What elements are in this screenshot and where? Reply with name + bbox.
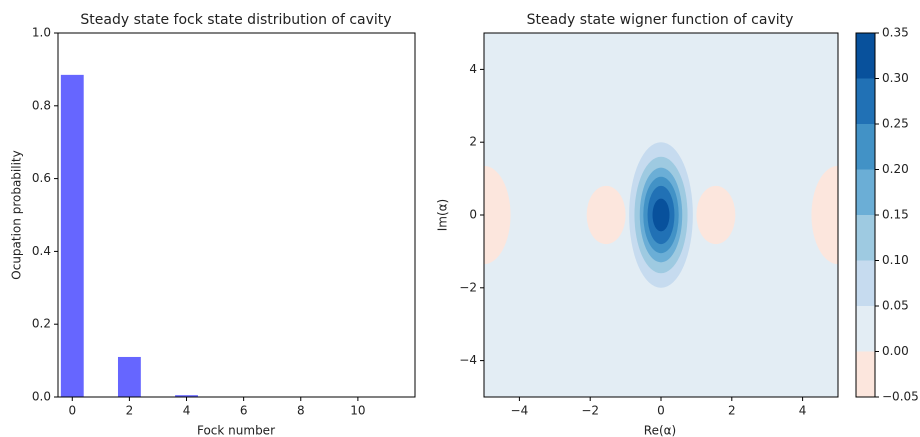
colorbar-frame: [855, 32, 876, 398]
colorbar-band: [856, 306, 875, 352]
x-tick-label: 0: [68, 404, 76, 418]
plot-area: [484, 33, 838, 397]
colorbar-tick-label: 0.15: [882, 208, 909, 222]
x-tick-label: 0: [657, 404, 665, 418]
colorbar-tick-label: 0.05: [882, 299, 909, 313]
bar: [175, 395, 198, 397]
colorbar-tick-label: 0.35: [882, 26, 909, 40]
x-axis-label: Re(α): [644, 424, 676, 437]
chart-title: Steady state wigner function of cavity: [527, 12, 794, 28]
colorbar-tick-label: 0.10: [882, 253, 909, 267]
chart-title: Steady state fock state distribution of …: [80, 12, 391, 28]
x-tick-label: 6: [240, 404, 248, 418]
y-tick-label: 0.4: [32, 244, 51, 258]
colorbar-band: [856, 351, 875, 397]
colorbar-band: [856, 215, 875, 261]
axes-frame: [57, 32, 416, 398]
bar: [60, 74, 84, 398]
x-tick-label: −2: [581, 404, 599, 418]
y-tick-label: 2: [469, 135, 477, 149]
y-tick-label: 1.0: [32, 26, 51, 40]
colorbar-band: [856, 169, 875, 215]
x-tick-label: 4: [183, 404, 191, 418]
x-tick-label: −4: [511, 404, 529, 418]
colorbar-tick-label: 0.00: [882, 344, 909, 358]
y-tick-label: 0.6: [32, 171, 51, 185]
y-axis-label: Im(α): [436, 199, 450, 232]
colorbar-band: [856, 78, 875, 124]
colorbar-tick-label: 0.20: [882, 162, 909, 176]
contour-region: [586, 185, 626, 245]
bar: [117, 356, 141, 397]
x-tick-label: 10: [350, 404, 365, 418]
x-tick-label: 8: [297, 404, 305, 418]
y-axis-label: Ocupation probability: [10, 150, 24, 279]
x-axis-label: Fock number: [197, 424, 275, 437]
x-tick-label: 2: [126, 404, 134, 418]
x-tick-label: 2: [728, 404, 736, 418]
y-tick-label: 0.0: [32, 390, 51, 404]
colorbar-band: [856, 260, 875, 306]
axes-frame: [483, 32, 839, 398]
y-tick-label: 0: [469, 208, 477, 222]
contour-region: [811, 165, 838, 265]
colorbar-tick-label: −0.05: [882, 390, 919, 404]
y-tick-label: 4: [469, 62, 477, 76]
x-tick-label: 4: [799, 404, 807, 418]
contour-region: [484, 165, 511, 265]
y-tick-label: −4: [459, 353, 477, 367]
y-tick-label: −2: [459, 280, 477, 294]
colorbar-band: [856, 33, 875, 79]
contour-region: [696, 185, 736, 245]
colorbar-band: [856, 124, 875, 170]
colorbar-tick-label: 0.30: [882, 71, 909, 85]
colorbar-tick-label: 0.25: [882, 117, 909, 131]
y-tick-label: 0.2: [32, 317, 51, 331]
contour-region: [652, 198, 670, 232]
y-tick-label: 0.8: [32, 98, 51, 112]
